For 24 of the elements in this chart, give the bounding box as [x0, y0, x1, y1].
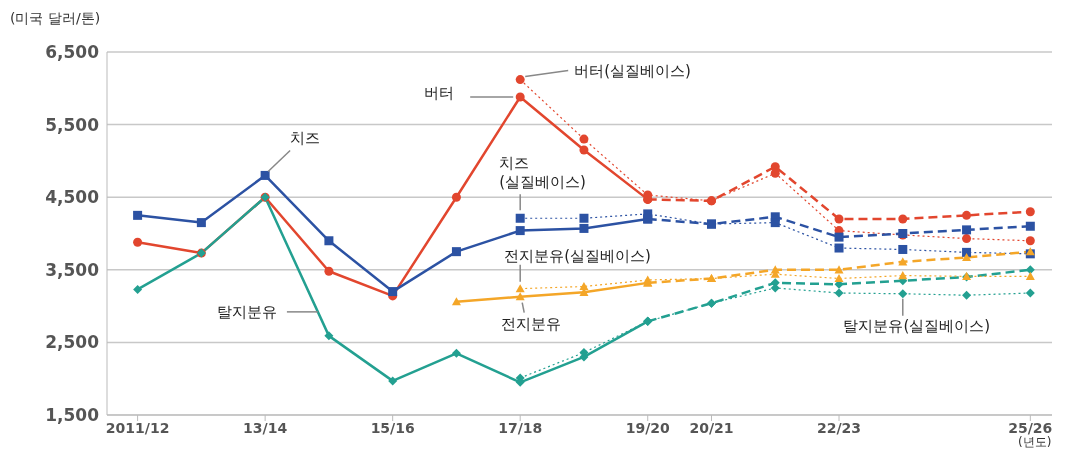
- x-tick-label: 17/18: [498, 419, 543, 436]
- text: 탈지분유: [216, 302, 277, 321]
- y-tick-label: 2,500: [45, 332, 100, 353]
- x-tick-label: 22/23: [816, 419, 862, 436]
- x-tick-label: 2011/12: [105, 419, 170, 436]
- y-tick-label: 4,500: [45, 187, 100, 208]
- y-tick-label: 3,500: [45, 259, 100, 280]
- text: 버터(실질베이스): [574, 61, 691, 80]
- x-tick-label: 20/21: [689, 419, 734, 436]
- series-label: 탈지분유(실질베이스): [843, 316, 991, 335]
- y-tick-label: 1,500: [45, 405, 100, 426]
- series-label: 전지분유(실질베이스): [504, 246, 651, 265]
- y-tick-label: 5,500: [45, 114, 100, 135]
- series-label: 치즈(실질베이스): [499, 154, 586, 192]
- series-label: 전지분유: [501, 314, 562, 333]
- x-tick-label: 25/26: [1008, 419, 1053, 436]
- x-tick-label: 15/16: [370, 419, 415, 436]
- text: 버터: [424, 84, 455, 103]
- text: 치즈: [290, 129, 321, 148]
- y-axis-title: (미국 달러/톤): [10, 10, 101, 28]
- x-axis-title: (년도): [1018, 435, 1052, 451]
- x-tick-label: 13/14: [243, 419, 288, 436]
- y-tick-label: 6,500: [45, 42, 100, 63]
- x-tick-label: 19/20: [625, 419, 671, 436]
